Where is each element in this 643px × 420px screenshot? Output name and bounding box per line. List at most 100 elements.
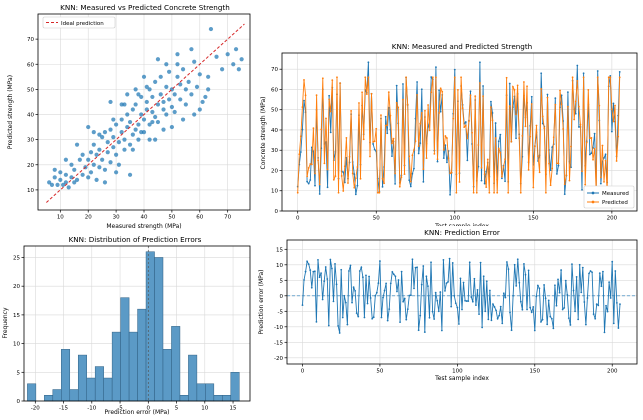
histogram-bar	[154, 257, 164, 402]
predicted-point	[428, 129, 431, 132]
predicted-point	[361, 91, 364, 94]
predicted-point	[328, 98, 331, 101]
error-point	[409, 294, 412, 297]
error-point	[476, 289, 479, 291]
scatter-point	[194, 84, 200, 89]
scatter-point	[155, 102, 161, 107]
predicted-point	[488, 191, 491, 194]
error-point	[451, 262, 454, 264]
error-point	[448, 257, 451, 260]
error-point	[301, 304, 304, 306]
predicted-point	[369, 155, 371, 158]
histogram-bars	[27, 251, 240, 402]
scatter-point	[125, 92, 130, 97]
error-point	[383, 289, 386, 292]
error-point	[533, 329, 536, 332]
scatter-point	[86, 124, 91, 130]
predicted-point	[513, 88, 516, 91]
predicted-point	[576, 80, 579, 82]
measured-point	[391, 155, 393, 158]
measured-point	[395, 84, 398, 87]
scatter-point	[91, 142, 96, 147]
predicted-point	[334, 175, 337, 178]
measured-point	[610, 130, 613, 133]
predicted-point	[362, 138, 365, 141]
scatter-point	[180, 117, 186, 122]
error-point	[608, 281, 611, 284]
predicted-point	[593, 147, 596, 150]
predicted-point	[592, 158, 594, 161]
scatter-point	[192, 59, 197, 64]
scatter-point	[167, 69, 172, 74]
predicted-point	[455, 191, 458, 194]
histogram-bar	[52, 389, 62, 402]
predicted-point	[406, 103, 409, 106]
measured-point	[394, 182, 396, 185]
error-point	[467, 300, 470, 302]
predicted-point	[541, 115, 544, 118]
scatter-point	[189, 92, 194, 97]
measured-point	[306, 180, 309, 183]
scatter-point	[74, 177, 80, 182]
error-point	[357, 315, 360, 318]
measured-point	[551, 146, 554, 149]
scatter-point	[108, 160, 113, 165]
y-tick-label: 30	[27, 138, 34, 144]
error-point	[509, 311, 511, 314]
error-point	[492, 303, 494, 306]
scatter-point	[208, 26, 214, 32]
histogram-bar	[128, 331, 138, 402]
scatter-point	[236, 67, 241, 72]
error-point	[558, 291, 561, 294]
predicted-point	[400, 176, 403, 179]
measured-point	[618, 70, 621, 73]
scatter-point	[122, 137, 127, 142]
predicted-point	[304, 94, 307, 97]
scatter-point	[91, 130, 96, 135]
x-tick-label: 15	[230, 406, 237, 412]
error-point	[388, 308, 391, 311]
error-point	[598, 272, 601, 275]
predicted-point	[450, 171, 453, 174]
error-point	[323, 280, 326, 283]
scatter-point	[63, 157, 68, 162]
scatter-point	[183, 87, 188, 92]
y-tick-label: 10	[27, 188, 34, 194]
scatter-point	[114, 170, 119, 175]
predicted-series-points	[296, 76, 621, 194]
scatter-point	[74, 142, 80, 147]
scatter-point	[150, 119, 155, 125]
error-point	[577, 318, 580, 321]
predicted-point	[507, 191, 510, 194]
scatter-point	[133, 127, 138, 132]
predicted-point	[512, 85, 514, 88]
scatter-point	[155, 119, 161, 125]
predicted-point	[524, 125, 527, 128]
error-point	[521, 308, 524, 311]
predicted-point	[299, 135, 302, 138]
predicted-point	[332, 178, 335, 181]
x-tick-label: 60	[196, 215, 203, 221]
predicted-point	[491, 119, 494, 122]
histogram-bar	[145, 251, 155, 402]
scatter-point	[214, 54, 219, 59]
x-tick-label: 100	[452, 369, 463, 375]
error-point	[439, 291, 442, 293]
error-point	[303, 279, 305, 281]
error-point	[306, 260, 309, 263]
error-point	[478, 313, 480, 315]
x-tick-label: 40	[141, 215, 148, 221]
measured-point	[574, 112, 577, 115]
predicted-point	[310, 163, 313, 166]
error-point	[561, 308, 564, 311]
predicted-point	[391, 142, 393, 145]
y-tick-label: 15	[276, 247, 283, 253]
error-point	[584, 323, 587, 326]
predicted-point	[358, 102, 360, 104]
predicted-point	[397, 106, 400, 109]
scatter-point	[220, 67, 225, 72]
measured-point	[609, 74, 612, 77]
predicted-point	[340, 175, 343, 177]
y-tick-label: 0	[280, 294, 284, 300]
predicted-point	[494, 137, 497, 139]
